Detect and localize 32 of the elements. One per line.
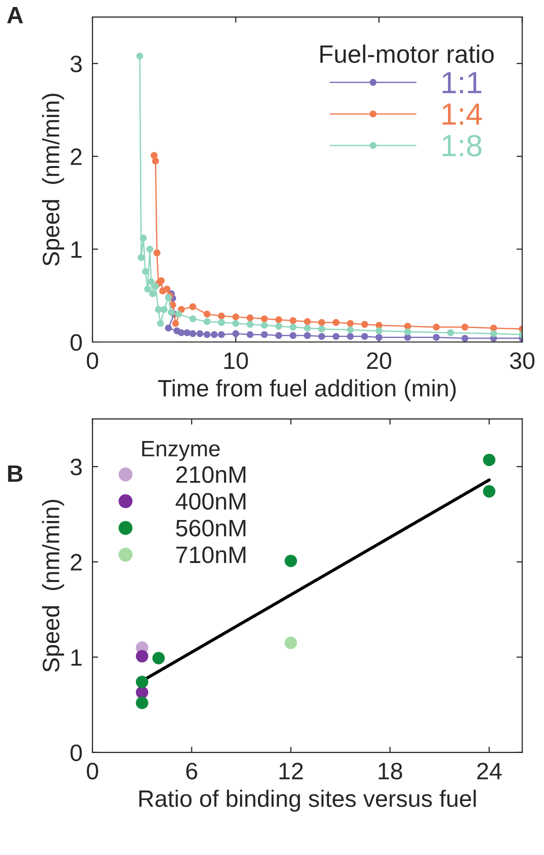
x-tick-label: 0: [86, 762, 98, 780]
x-tick-label: 30: [510, 352, 534, 370]
x-tick-label: 10: [224, 352, 248, 370]
legend-label: 1:4: [442, 104, 482, 125]
legend-label: 1:8: [442, 134, 482, 156]
legend-label: 400nM: [176, 492, 246, 510]
y-tick-label: 0: [70, 744, 82, 762]
text: B: [8, 466, 23, 482]
y-tick-label: 0: [70, 334, 82, 351]
legend-title: Enzyme: [142, 441, 220, 461]
legend-label: 710nM: [176, 546, 246, 564]
x-tick-label: 12: [280, 762, 303, 780]
y-tick-label: 1: [71, 241, 82, 258]
x-axis-title: Ratio of binding sites versus fuel: [139, 790, 476, 812]
x-tick-label: 20: [367, 352, 392, 370]
x-tick-label: 24: [477, 762, 502, 780]
x-axis-title: Time from fuel addition (min): [158, 379, 456, 402]
y-tick-label: 2: [70, 554, 82, 570]
y-axis-title: Speed (nm/min): [42, 500, 64, 672]
x-tick-label: 0: [86, 352, 98, 370]
legend-title: Fuel-motor ratio: [320, 44, 494, 63]
x-tick-label: 18: [378, 762, 402, 780]
y-tick-label: 1: [71, 649, 82, 666]
y-axis-title: Speed (nm/min): [42, 94, 64, 266]
y-tick-label: 3: [70, 458, 82, 476]
legend-label: 210nM: [176, 466, 246, 483]
x-tick-label: 6: [186, 762, 198, 780]
legend-label: 1:1: [442, 72, 482, 94]
text: A: [7, 6, 23, 24]
y-tick-label: 2: [70, 148, 82, 165]
legend-label: 560nM: [176, 520, 246, 536]
y-tick-label: 3: [70, 56, 82, 72]
